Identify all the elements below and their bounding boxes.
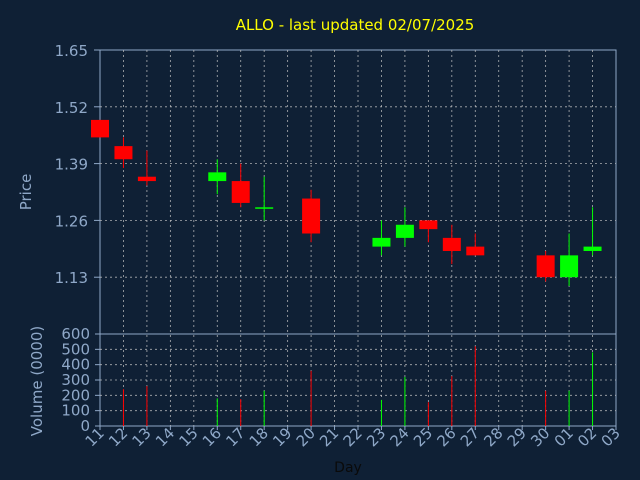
candle-body [114,146,133,160]
candle-body [208,172,227,182]
price-tick-label: 1.26 [55,212,88,230]
candle-body [419,220,438,230]
candle-body [255,207,274,209]
volume-bars [122,346,594,426]
volume-tick-label: 300 [61,371,90,389]
price-tick-label: 1.52 [55,99,88,117]
chart-title: ALLO - last updated 02/07/2025 [236,16,475,34]
volume-tick-label: 100 [61,402,90,420]
candle-body [395,224,414,238]
volume-tick-label: 400 [61,356,90,374]
price-axis-label: Price [17,174,35,211]
candle-body [466,246,485,256]
candle-body [91,119,109,138]
volume-tick-label: 600 [61,325,90,343]
candle-body [442,237,461,251]
volume-tick-label: 200 [61,386,90,404]
price-tick-label: 1.13 [55,269,88,287]
candle-body [372,237,391,247]
grid-lines [100,50,616,426]
volume-axis-label: Volume (0000) [28,326,46,436]
candle-body [583,246,602,251]
candle-body [231,181,250,203]
candle-body [137,176,156,182]
candle-body [560,255,579,278]
candle-body [302,198,321,234]
price-tick-label: 1.65 [55,42,88,60]
price-tick-label: 1.39 [55,156,88,174]
volume-tick-label: 0 [80,417,90,435]
candles [91,119,602,286]
candle-body [536,255,555,278]
volume-tick-label: 500 [61,340,90,358]
price-axis-ticks: 1.65 1.52 1.39 1.26 1.13 [55,42,100,287]
x-axis-ticks: 1112131415161718192021222324252627282930… [82,424,624,450]
x-axis-label: Day [334,460,362,476]
